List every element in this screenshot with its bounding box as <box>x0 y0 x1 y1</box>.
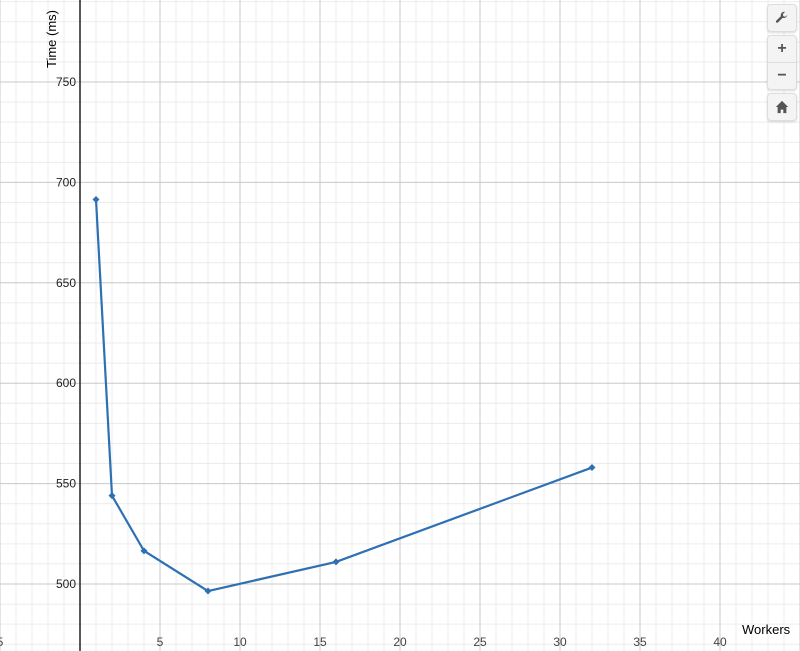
x-tick-label: 20 <box>393 635 407 649</box>
data-point <box>108 492 116 500</box>
data-point <box>140 547 148 555</box>
data-point <box>92 195 100 203</box>
data-point <box>588 464 596 472</box>
home-icon[interactable] <box>768 94 796 120</box>
data-point <box>332 558 340 566</box>
x-tick-label: 40 <box>713 635 727 649</box>
y-tick-label: 700 <box>56 175 76 189</box>
x-tick-label: 10 <box>233 635 247 649</box>
y-tick-label: 600 <box>56 376 76 390</box>
zoom-out-button[interactable]: − <box>768 62 796 89</box>
zoom-controls: + − <box>767 35 797 90</box>
x-tick-label: 25 <box>473 635 487 649</box>
wrench-icon[interactable] <box>768 5 796 31</box>
x-tick-label: 30 <box>553 635 567 649</box>
x-tick-label: 5 <box>0 635 4 649</box>
x-tick-label: 15 <box>313 635 327 649</box>
series-line <box>94 199 593 593</box>
x-axis-label: Workers <box>742 622 791 637</box>
data-point <box>204 587 212 595</box>
settings-toolbar <box>767 4 797 32</box>
x-tick-label: 5 <box>157 635 164 649</box>
y-tick-label: 500 <box>56 577 76 591</box>
y-tick-label: 750 <box>56 75 76 89</box>
y-tick-label: 650 <box>56 276 76 290</box>
y-tick-label: 550 <box>56 477 76 491</box>
y-axis-label: Time (ms) <box>44 9 59 68</box>
home-toolbar <box>767 93 797 121</box>
x-tick-label: 35 <box>633 635 647 649</box>
zoom-in-button[interactable]: + <box>777 40 787 57</box>
